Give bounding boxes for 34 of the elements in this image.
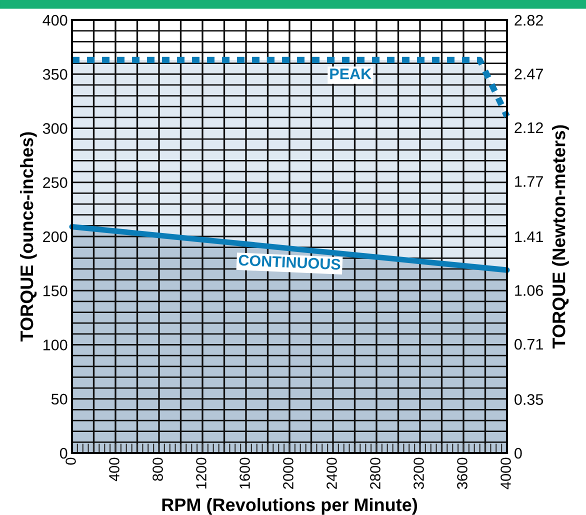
x-axis-title: RPM (Revolutions per Minute) xyxy=(162,498,418,515)
y-tick-label: 150 xyxy=(44,285,68,296)
y2-tick-label: 2.47 xyxy=(514,68,543,80)
y-tick-label: 200 xyxy=(43,231,68,242)
series-label: PEAK xyxy=(330,68,372,80)
x-tick-label: 1200 xyxy=(196,458,206,488)
y-tick-label: 100 xyxy=(44,340,68,350)
x-tick-label: 4000 xyxy=(500,458,511,490)
y2-tick-label: 0 xyxy=(514,448,522,459)
x-tick-label: 1600 xyxy=(240,458,250,488)
y2-tick-label: 2.12 xyxy=(514,122,543,134)
x-tick-label: 0 xyxy=(66,458,76,465)
y-tick-label: 50 xyxy=(51,394,68,405)
x-tick-label: 400 xyxy=(109,458,120,482)
y2-tick-label: 0.35 xyxy=(514,394,544,405)
y2-tick-label: 0.71 xyxy=(514,338,543,350)
y2-tick-label: 2.82 xyxy=(514,14,543,26)
y-tick-label: 0 xyxy=(60,448,68,459)
x-tick-label: 2400 xyxy=(326,458,337,489)
y-tick-label: 400 xyxy=(42,14,68,26)
x-tick-label: 2800 xyxy=(370,458,380,489)
y-tick-label: 250 xyxy=(43,177,68,188)
y2-tick-label: 1.41 xyxy=(515,232,543,242)
y2-tick-label: 1.06 xyxy=(515,285,544,296)
y-tick-label: 300 xyxy=(42,123,68,134)
x-tick-label: 3200 xyxy=(414,458,424,490)
x-tick-label: 2000 xyxy=(283,458,294,489)
x-tick-label: 800 xyxy=(152,458,163,481)
y2-axis-title: TORQUE (Newton-meters) xyxy=(552,125,569,348)
series-label: CONTINUOUS xyxy=(238,254,340,270)
y-axis-title: TORQUE (ounce-inches) xyxy=(20,132,37,342)
x-tick-label: 3600 xyxy=(457,458,468,490)
y2-tick-label: 1.77 xyxy=(515,176,543,187)
y-tick-label: 350 xyxy=(42,68,68,80)
